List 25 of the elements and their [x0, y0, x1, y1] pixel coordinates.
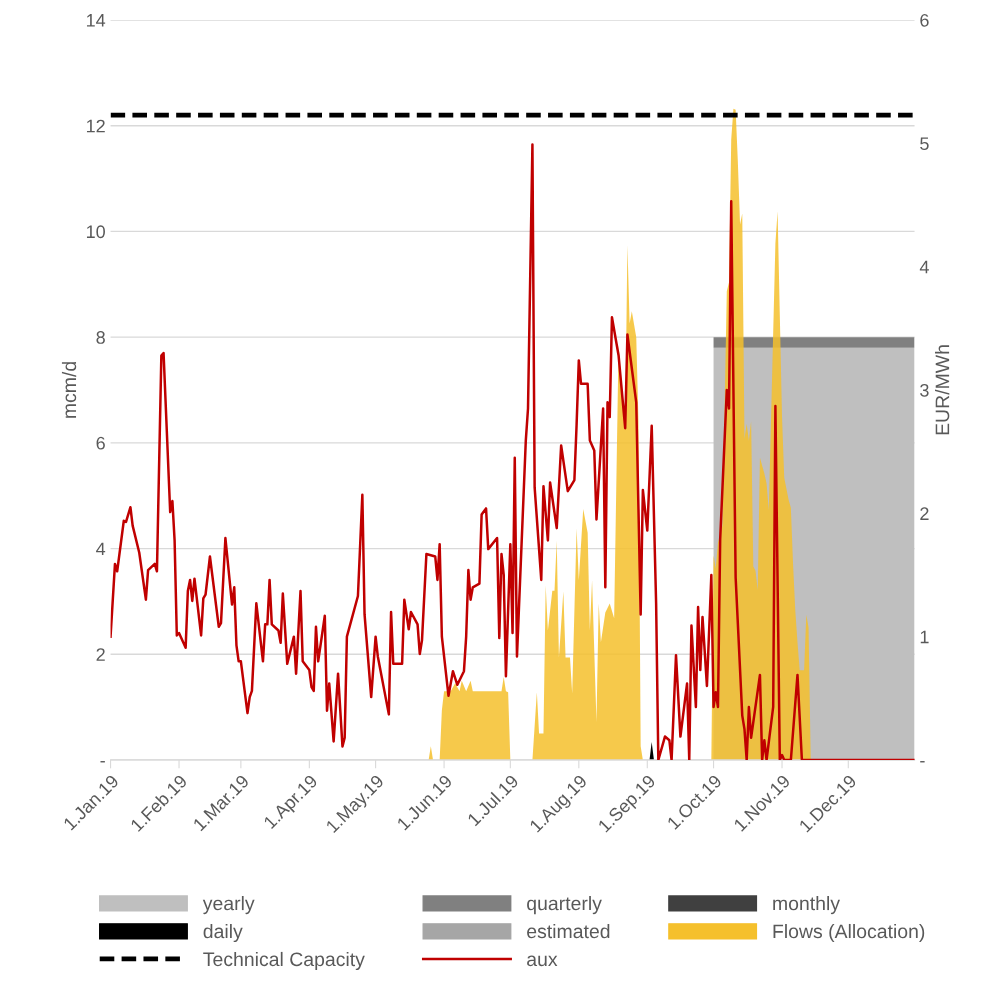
y-tick-label: -	[100, 761, 105, 763]
y-tick-label: 8	[96, 331, 105, 344]
y-tick-label: 10	[86, 225, 105, 239]
y-tick-label: 2	[96, 648, 105, 661]
y2-tick-label: 6	[920, 13, 929, 27]
y2-tick-label: 5	[920, 137, 929, 151]
y-axis-title: mcm/d	[61, 362, 77, 418]
legend-label: daily	[203, 923, 243, 943]
y2-tick-label: 1	[920, 630, 929, 644]
y-tick-label: 12	[86, 119, 105, 133]
y2-axis-title: EUR/MWh	[935, 345, 950, 435]
y2-tick-label: -	[920, 761, 925, 763]
y-tick-label: 6	[96, 436, 105, 450]
legend-label: estimated	[527, 923, 610, 939]
legend-label: Technical Capacity	[203, 951, 365, 971]
legend-label: monthly	[773, 896, 840, 915]
y-tick-label: 14	[86, 14, 106, 27]
legend-label: Flows (Allocation)	[773, 923, 925, 943]
legend-label: aux	[527, 955, 558, 967]
legend-label: yearly	[202, 896, 255, 915]
y-tick-label: 4	[96, 542, 106, 556]
y2-tick-label: 3	[920, 383, 929, 397]
legend-label: quarterly	[527, 896, 602, 915]
y2-tick-label: 2	[920, 507, 929, 520]
y2-tick-label: 4	[919, 260, 929, 274]
